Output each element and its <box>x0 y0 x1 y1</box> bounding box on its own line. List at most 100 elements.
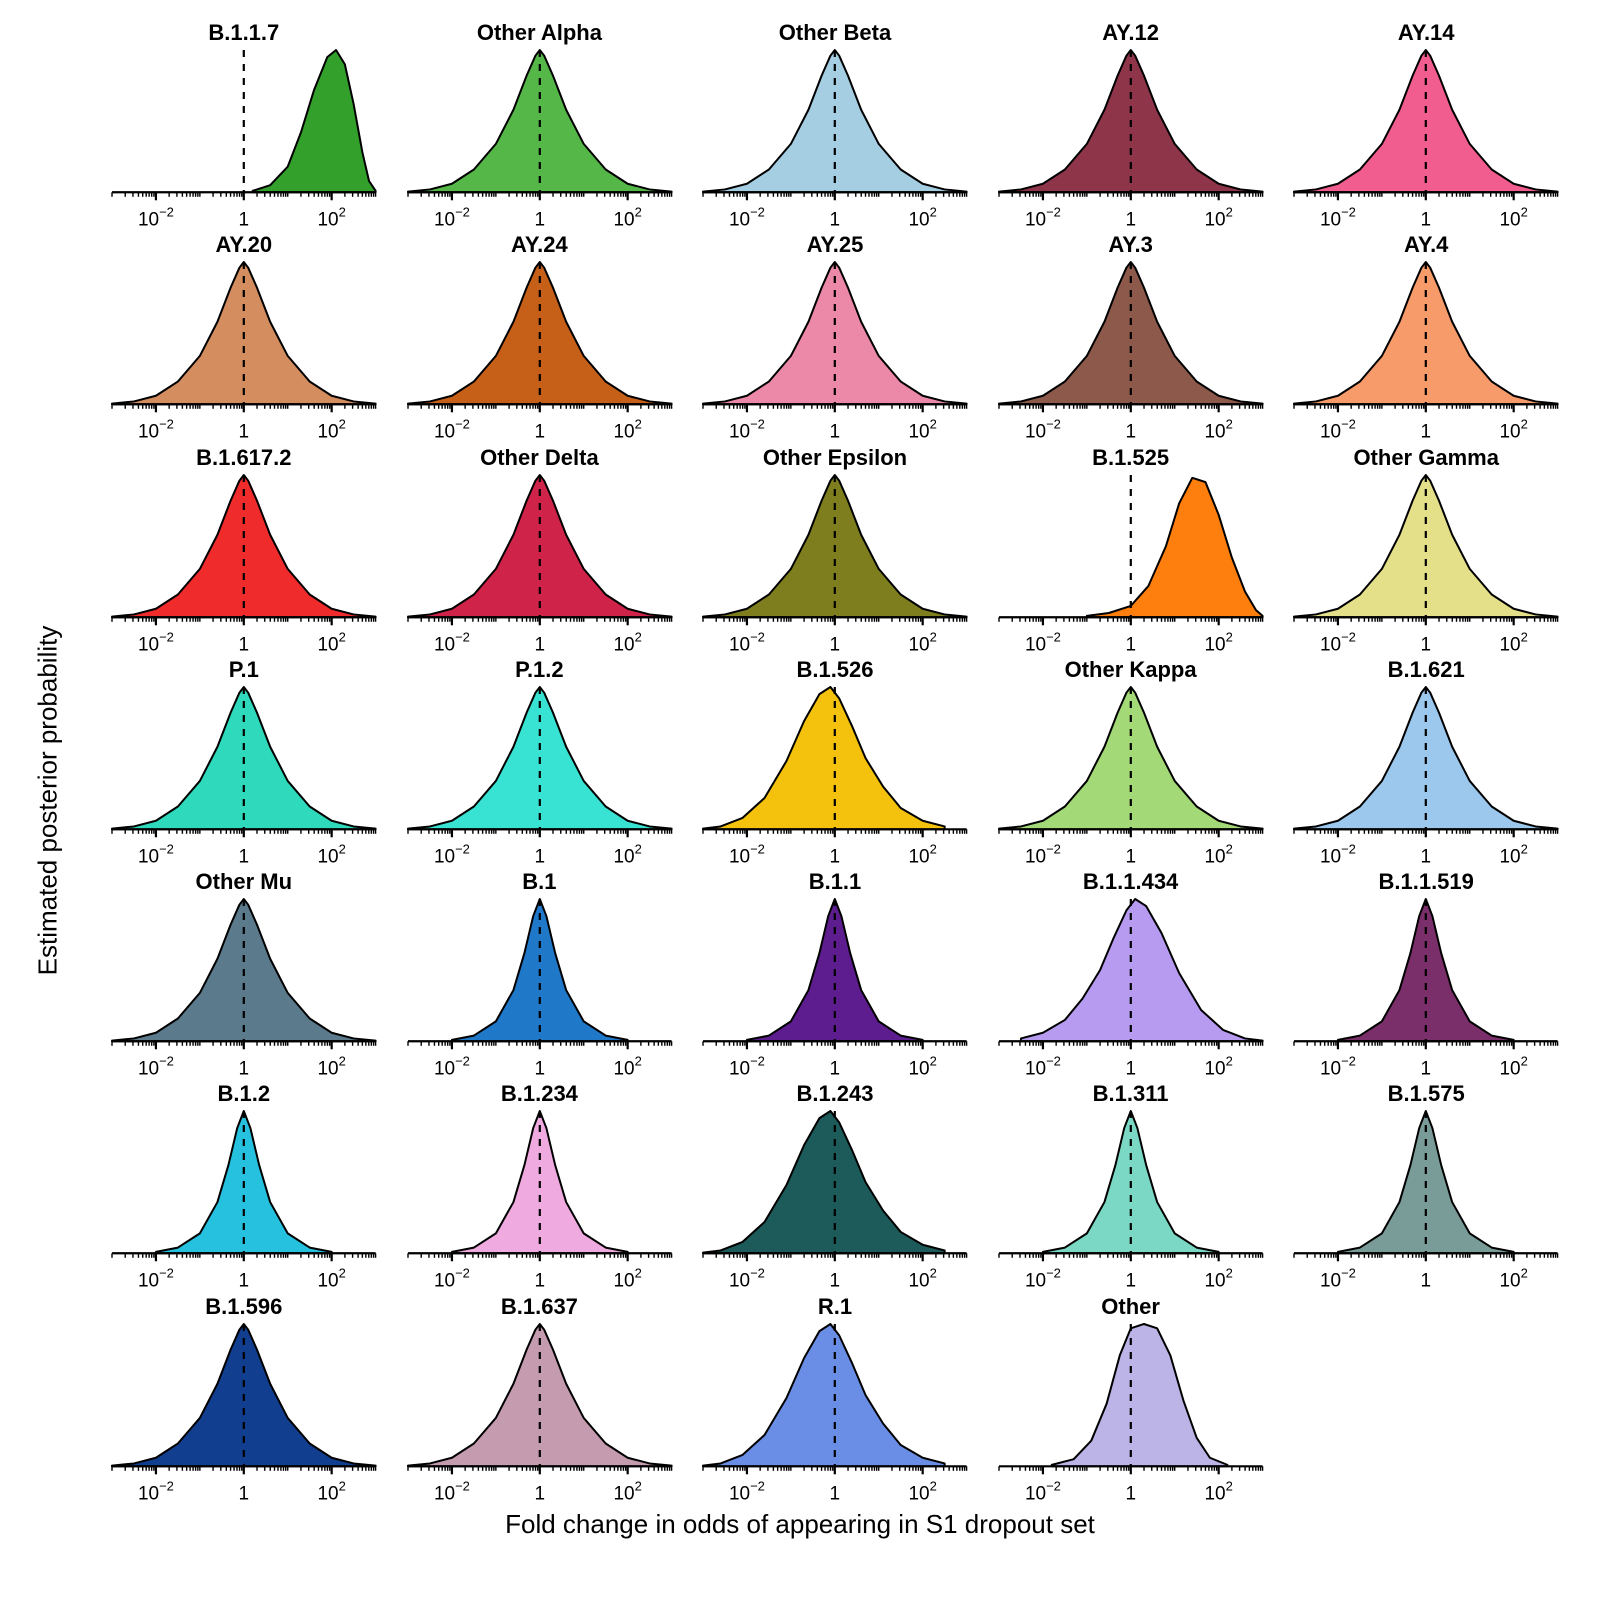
density-curve <box>1087 477 1263 616</box>
panel: B.1.52510−21102 <box>997 475 1265 651</box>
tick-label: 1 <box>239 1483 250 1504</box>
density-plot: 10−21102 <box>701 475 969 651</box>
panel: Other10−21102 <box>997 1324 1265 1500</box>
tick-label: 1 <box>534 1271 545 1292</box>
tick-label: 1 <box>1125 634 1136 655</box>
tick-label: 10−2 <box>138 629 174 655</box>
tick-label: 102 <box>909 1054 937 1080</box>
panel-title: B.1.311 <box>997 1081 1265 1107</box>
tick-label: 102 <box>909 629 937 655</box>
panel-title: P.1 <box>110 657 378 683</box>
tick-label: 1 <box>534 1483 545 1504</box>
tick-label: 102 <box>1204 629 1232 655</box>
tick-label: 102 <box>909 205 937 231</box>
tick-label: 10−2 <box>138 1054 174 1080</box>
density-plot: 10−21102 <box>110 899 378 1075</box>
tick-label: 102 <box>613 629 641 655</box>
density-plot: 10−21102 <box>110 262 378 438</box>
density-curve <box>1021 899 1263 1041</box>
panel-title: B.1.596 <box>110 1294 378 1320</box>
panel-title: B.1.1.434 <box>997 869 1265 895</box>
panel: B.1.23410−21102 <box>406 1111 674 1287</box>
tick-label: 10−2 <box>138 1266 174 1292</box>
tick-label: 1 <box>830 846 841 867</box>
panel: R.110−21102 <box>701 1324 969 1500</box>
tick-label: 10−2 <box>729 205 765 231</box>
panel: B.1.57510−21102 <box>1292 1111 1560 1287</box>
tick-label: 10−2 <box>729 842 765 868</box>
tick-label: 10−2 <box>434 629 470 655</box>
panel-title: B.1.2 <box>110 1081 378 1107</box>
panel-title: AY.12 <box>997 20 1265 46</box>
panel: B.1.52610−21102 <box>701 687 969 863</box>
density-plot: 10−21102 <box>1292 50 1560 226</box>
density-plot: 10−21102 <box>1292 899 1560 1075</box>
panel: AY.2410−21102 <box>406 262 674 438</box>
tick-label: 1 <box>1421 1058 1432 1079</box>
y-axis-label-container: Estimated posterior probability <box>28 0 68 1600</box>
panel-title: B.1.1.519 <box>1292 869 1560 895</box>
tick-label: 1 <box>1125 209 1136 230</box>
panel: AY.1410−21102 <box>1292 50 1560 226</box>
tick-label: 102 <box>1500 417 1528 443</box>
panel: AY.310−21102 <box>997 262 1265 438</box>
density-plot: 10−21102 <box>997 899 1265 1075</box>
tick-label: 102 <box>317 417 345 443</box>
tick-label: 1 <box>239 634 250 655</box>
tick-label: 10−2 <box>434 205 470 231</box>
tick-label: 10−2 <box>1025 1478 1061 1504</box>
density-plot: 10−21102 <box>1292 475 1560 651</box>
panel: B.1.1.51910−21102 <box>1292 899 1560 1075</box>
panel-title: B.1.234 <box>406 1081 674 1107</box>
tick-label: 102 <box>317 1054 345 1080</box>
density-plot: 10−21102 <box>406 1111 674 1287</box>
tick-label: 102 <box>1500 629 1528 655</box>
density-plot: 10−21102 <box>406 262 674 438</box>
tick-label: 1 <box>1421 1271 1432 1292</box>
tick-label: 102 <box>613 417 641 443</box>
panel: B.1.59610−21102 <box>110 1324 378 1500</box>
panel-title: B.1.617.2 <box>110 445 378 471</box>
tick-label: 102 <box>909 842 937 868</box>
panel-title: B.1.637 <box>406 1294 674 1320</box>
tick-label: 10−2 <box>1025 629 1061 655</box>
panel-title: Other Kappa <box>997 657 1265 683</box>
density-curve <box>703 1324 945 1466</box>
tick-label: 10−2 <box>1025 205 1061 231</box>
tick-label: 1 <box>830 422 841 443</box>
panel-title: B.1.1.7 <box>110 20 378 46</box>
tick-label: 102 <box>1204 842 1232 868</box>
tick-label: 10−2 <box>138 205 174 231</box>
tick-label: 1 <box>1421 209 1432 230</box>
panel: B.110−21102 <box>406 899 674 1075</box>
tick-label: 10−2 <box>1320 842 1356 868</box>
panel: Other Epsilon10−21102 <box>701 475 969 651</box>
panel-title: AY.14 <box>1292 20 1560 46</box>
panel-title: Other Beta <box>701 20 969 46</box>
panel-title: Other Alpha <box>406 20 674 46</box>
panel-title: R.1 <box>701 1294 969 1320</box>
density-plot: 10−21102 <box>997 1324 1265 1500</box>
density-plot: 10−21102 <box>701 899 969 1075</box>
tick-label: 1 <box>830 1483 841 1504</box>
tick-label: 10−2 <box>1320 629 1356 655</box>
density-plot: 10−21102 <box>110 1324 378 1500</box>
tick-label: 102 <box>1204 417 1232 443</box>
panel-title: Other Mu <box>110 869 378 895</box>
panel-title: AY.24 <box>406 232 674 258</box>
panel-title: B.1.243 <box>701 1081 969 1107</box>
posterior-small-multiples: Estimated posterior probability B.1.1.7 1… <box>0 0 1600 1600</box>
tick-label: 102 <box>1204 205 1232 231</box>
panel: Other Kappa10−21102 <box>997 687 1265 863</box>
tick-label: 10−2 <box>1320 1054 1356 1080</box>
tick-label: 10−2 <box>729 1054 765 1080</box>
tick-label: 1 <box>1421 846 1432 867</box>
panel-title: B.1.1 <box>701 869 969 895</box>
tick-label: 1 <box>1125 1483 1136 1504</box>
panel: B.1.63710−21102 <box>406 1324 674 1500</box>
tick-label: 102 <box>909 417 937 443</box>
density-curve <box>703 1111 945 1253</box>
tick-label: 102 <box>1500 1054 1528 1080</box>
tick-label: 102 <box>317 205 345 231</box>
panel-title: B.1.575 <box>1292 1081 1560 1107</box>
